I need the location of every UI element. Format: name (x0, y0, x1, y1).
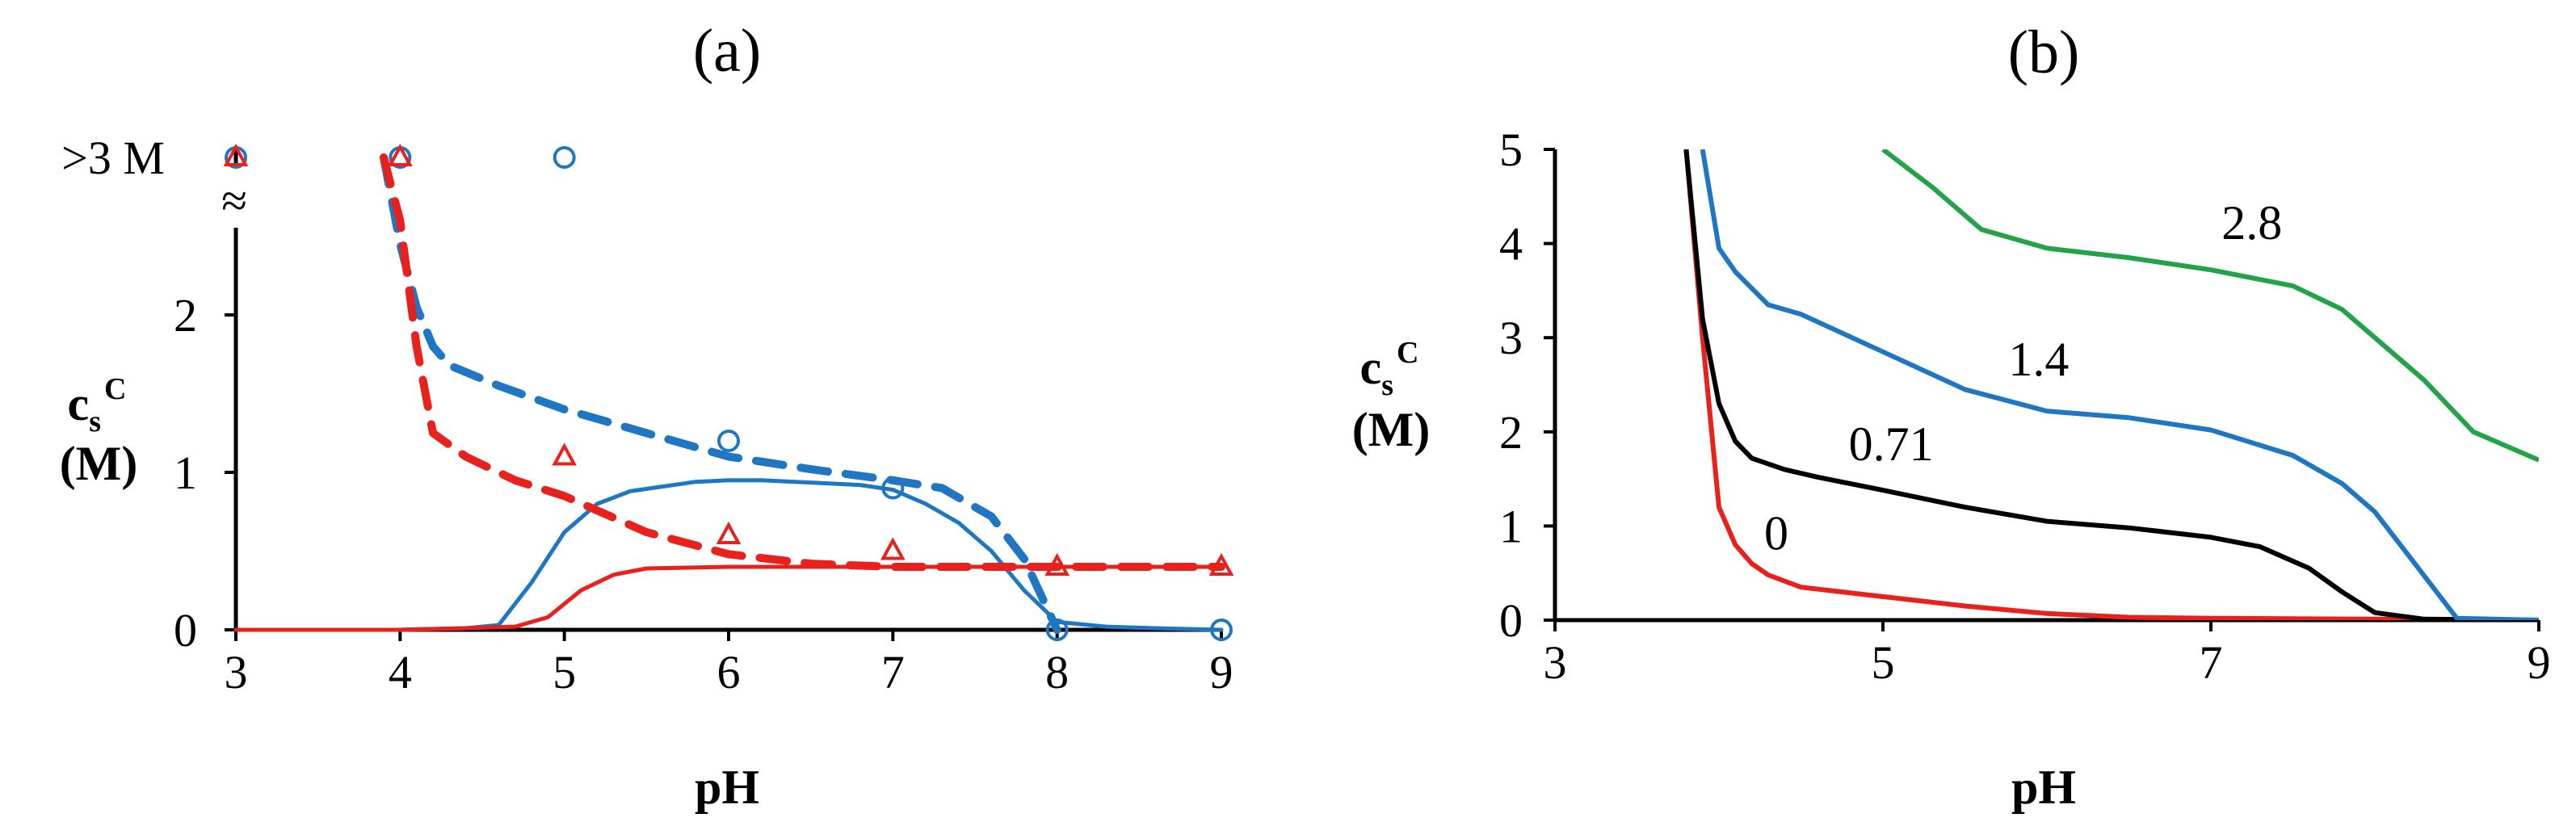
panel-a-chart: (a) 3 4 5 6 7 8 9 0 1 2 pH csC (M) >3 M ≈ (60, 17, 1234, 814)
panel-a-data-point-triangle (880, 537, 906, 560)
panel-b-x-axis-label: pH (2011, 761, 2076, 814)
panel-a-x-axis-label: pH (695, 761, 759, 814)
panel-a-x-tick-label: 7 (881, 646, 905, 698)
panel-b-y-tick-label: 2 (1499, 406, 1523, 459)
panel-a-x-tick-label: 8 (1045, 646, 1069, 698)
panel-a-x-tick-label: 3 (225, 646, 248, 698)
panel-b-series-label-2: 1.4 (2008, 333, 2069, 386)
panel-b-series-line-0 (1683, 149, 2539, 620)
panel-b-label: (b) (2008, 19, 2080, 86)
panel-b-x-tick-label: 9 (2528, 636, 2551, 689)
panel-a-y-axis-label: csC (68, 372, 127, 438)
panel-a-series-line-0 (233, 478, 1224, 632)
panel-b-y-axis-unit: (M) (1352, 403, 1431, 456)
panel-a-data-point-triangle (1208, 552, 1234, 576)
panel-a-data-point-circle (717, 430, 740, 452)
panel-b-y-tick-label: 3 (1499, 312, 1523, 364)
panel-b-y-tick-label: 4 (1499, 218, 1523, 271)
panel-a-label: (a) (693, 17, 761, 85)
panel-b-chart: (b) 3 5 7 9 0 1 2 3 4 5 0 0.71 1.4 2.8 pH csC (M) (1352, 19, 2551, 814)
panel-b-x-tick-label: 7 (2200, 636, 2223, 689)
panel-a-series-line-3 (380, 153, 1225, 571)
panel-b-plot-area: 3 5 7 9 0 1 2 3 4 5 0 0.71 1.4 2.8 (1499, 124, 2551, 689)
panel-b-x-tick-label: 5 (1872, 636, 1895, 689)
panel-a-x-tick-label: 6 (717, 646, 741, 698)
panel-b-series-label-1: 0.71 (1849, 417, 1934, 471)
panel-a-y-tick-label: 1 (174, 447, 197, 499)
panel-a-x-tick-label: 5 (553, 646, 576, 698)
panel-a-y-axis-unit: (M) (60, 437, 138, 490)
panel-a-data-point-triangle (1044, 552, 1070, 576)
panel-a-series-line-1 (233, 564, 1224, 632)
panel-a-data-point-triangle (716, 521, 742, 544)
panel-b-y-tick-label: 0 (1499, 594, 1523, 647)
panel-b-series-line-1 (1683, 149, 2539, 620)
panel-a-plot-area: 3 4 5 6 7 8 9 0 1 2 (174, 143, 1234, 698)
panel-a-axis-break-symbol: ≈ (221, 174, 247, 227)
panel-a-x-tick-label: 9 (1210, 646, 1233, 698)
panel-b-series-line-3 (1881, 149, 2539, 463)
panel-a-data-point-circle (553, 146, 576, 169)
panel-a-data-point-circle (1210, 619, 1233, 641)
panel-a-y-tick-label: 2 (174, 289, 197, 342)
panel-b-series-line-2 (1700, 149, 2539, 620)
panel-a-data-point-triangle (387, 143, 413, 166)
panel-b-y-tick-label: 1 (1499, 500, 1523, 552)
panel-b-series-label-0: 0 (1764, 507, 1788, 560)
panel-a-data-point-circle (881, 476, 905, 500)
panel-b-x-tick-label: 3 (1544, 636, 1567, 689)
panel-a-data-point-triangle (223, 143, 249, 166)
panel-b-series-label-3: 2.8 (2221, 196, 2282, 250)
panel-a-data-point-triangle (552, 442, 578, 466)
panel-b-y-axis-label: csC (1360, 336, 1419, 402)
panel-a-axis-break-label: >3 M (61, 132, 165, 184)
panel-b-y-tick-label: 5 (1499, 124, 1523, 176)
panel-a-y-tick-label: 0 (174, 604, 197, 656)
panel-a-data-point-circle (1045, 619, 1069, 641)
panel-a-x-tick-label: 4 (389, 646, 412, 698)
panel-a-series-line-2 (380, 153, 1061, 634)
